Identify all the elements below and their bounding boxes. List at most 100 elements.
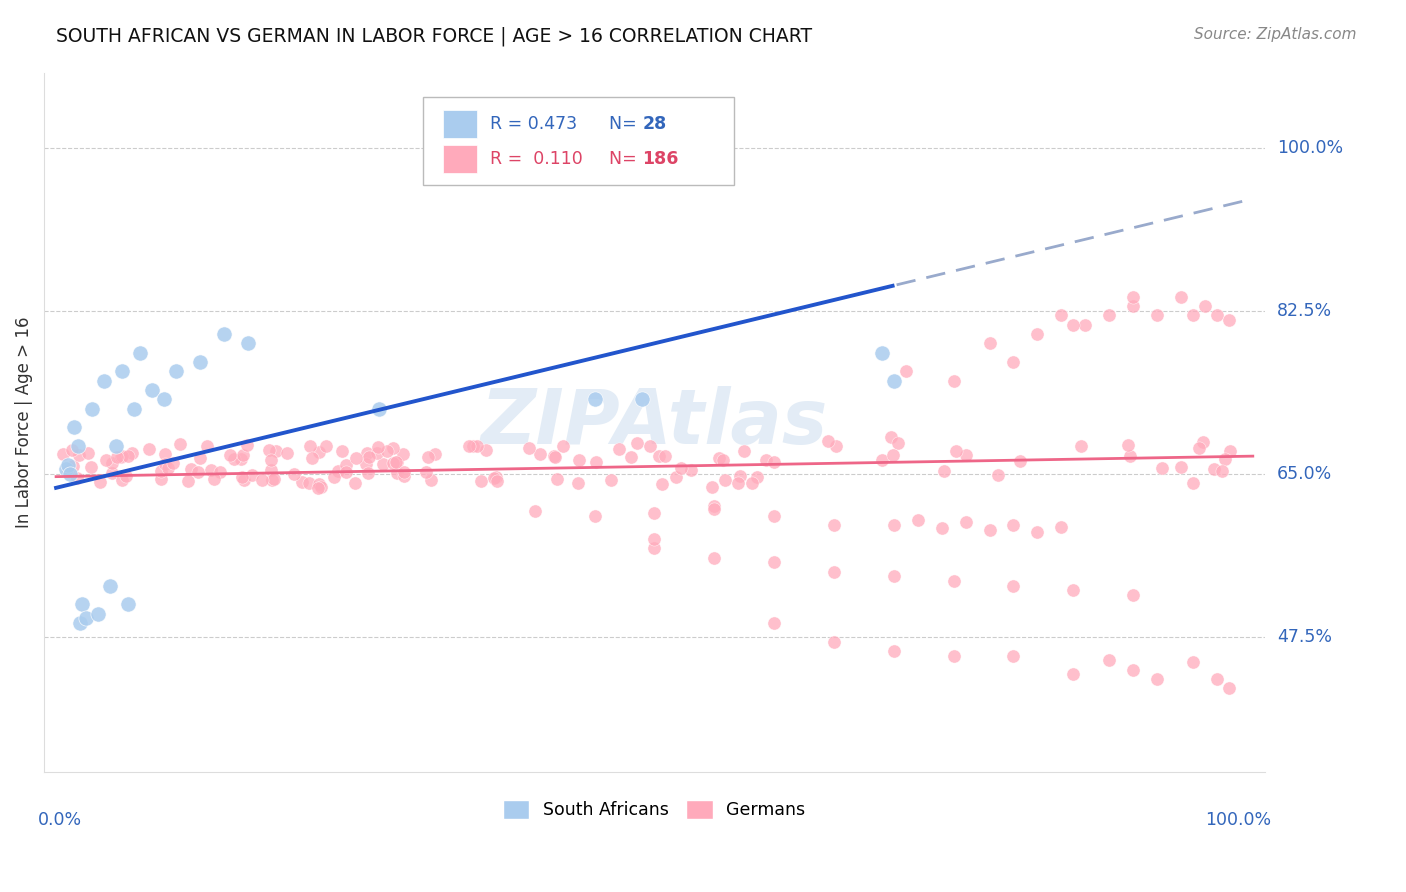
Point (1218, 313, 1240, 327)
Point (89, 475, 111, 489)
Point (1002, 579, 1025, 593)
Point (931, 521, 953, 535)
Point (1062, 667, 1084, 681)
Point (208, 465, 231, 479)
Point (643, 541, 665, 556)
Point (229, 452, 252, 467)
Legend: South Africans, Germans: South Africans, Germans (496, 793, 813, 826)
Point (187, 465, 209, 479)
Point (332, 444, 354, 458)
Point (233, 474, 256, 488)
Point (75, 611, 97, 625)
Point (387, 466, 409, 480)
Point (149, 472, 172, 486)
Point (543, 449, 565, 463)
Point (149, 464, 172, 478)
Point (212, 326, 235, 341)
Point (703, 500, 725, 514)
Point (747, 469, 769, 483)
Point (93, 374, 115, 388)
Point (763, 508, 786, 523)
Point (425, 446, 447, 460)
Point (1219, 444, 1241, 458)
Point (115, 469, 138, 483)
Point (465, 439, 488, 453)
Point (66, 471, 89, 485)
Point (117, 449, 139, 463)
Point (945, 444, 967, 458)
Point (1010, 454, 1032, 468)
Point (475, 442, 498, 457)
Point (180, 461, 202, 475)
Point (138, 442, 160, 457)
Point (87, 607, 110, 621)
Point (470, 475, 492, 489)
Point (626, 435, 648, 450)
Point (104, 439, 127, 453)
Point (1194, 299, 1216, 313)
Point (110, 450, 132, 464)
Point (979, 336, 1001, 351)
Point (523, 504, 546, 518)
FancyBboxPatch shape (443, 145, 478, 173)
Point (357, 466, 380, 480)
FancyBboxPatch shape (423, 97, 734, 185)
Point (202, 472, 225, 486)
Point (359, 450, 381, 464)
Point (1181, 476, 1204, 491)
Point (156, 461, 179, 475)
Point (111, 364, 134, 378)
Point (583, 508, 606, 523)
Point (1098, 309, 1121, 323)
Point (264, 444, 287, 458)
Point (1192, 434, 1215, 449)
Point (56, 458, 79, 472)
Text: ZIPAtlas: ZIPAtlas (481, 385, 828, 459)
Point (880, 430, 903, 444)
Point (754, 452, 776, 467)
Point (640, 439, 662, 453)
Point (263, 472, 285, 486)
Point (276, 446, 298, 460)
Point (236, 438, 259, 452)
Point (1206, 672, 1229, 686)
Point (354, 457, 377, 471)
Text: 82.5%: 82.5% (1277, 301, 1331, 319)
Point (585, 455, 607, 469)
Point (942, 574, 965, 588)
Point (298, 475, 321, 490)
Point (1170, 459, 1192, 474)
Point (308, 445, 330, 459)
Point (141, 383, 163, 397)
Text: 0.0%: 0.0% (38, 811, 82, 829)
Point (62, 458, 84, 473)
Point (291, 475, 314, 490)
Text: N=: N= (609, 115, 643, 133)
Point (307, 481, 329, 495)
Point (60, 442, 83, 457)
Point (583, 392, 606, 407)
Point (727, 476, 749, 491)
Point (162, 456, 184, 470)
Point (382, 442, 405, 456)
Point (1170, 290, 1192, 304)
Point (385, 455, 408, 469)
Point (323, 470, 346, 484)
Text: 100.0%: 100.0% (1205, 811, 1271, 829)
Point (391, 447, 413, 461)
FancyBboxPatch shape (443, 110, 478, 138)
Point (1146, 309, 1168, 323)
Point (371, 457, 394, 471)
Point (152, 392, 174, 407)
Point (315, 439, 337, 453)
Point (600, 473, 623, 487)
Point (883, 374, 905, 388)
Point (59, 467, 82, 481)
Point (335, 465, 357, 479)
Point (188, 355, 211, 369)
Text: SOUTH AFRICAN VS GERMAN IN LABOR FORCE | AGE > 16 CORRELATION CHART: SOUTH AFRICAN VS GERMAN IN LABOR FORCE |… (56, 27, 813, 46)
Point (654, 449, 676, 463)
Point (823, 634, 845, 648)
Point (385, 455, 408, 469)
Point (1218, 681, 1240, 696)
